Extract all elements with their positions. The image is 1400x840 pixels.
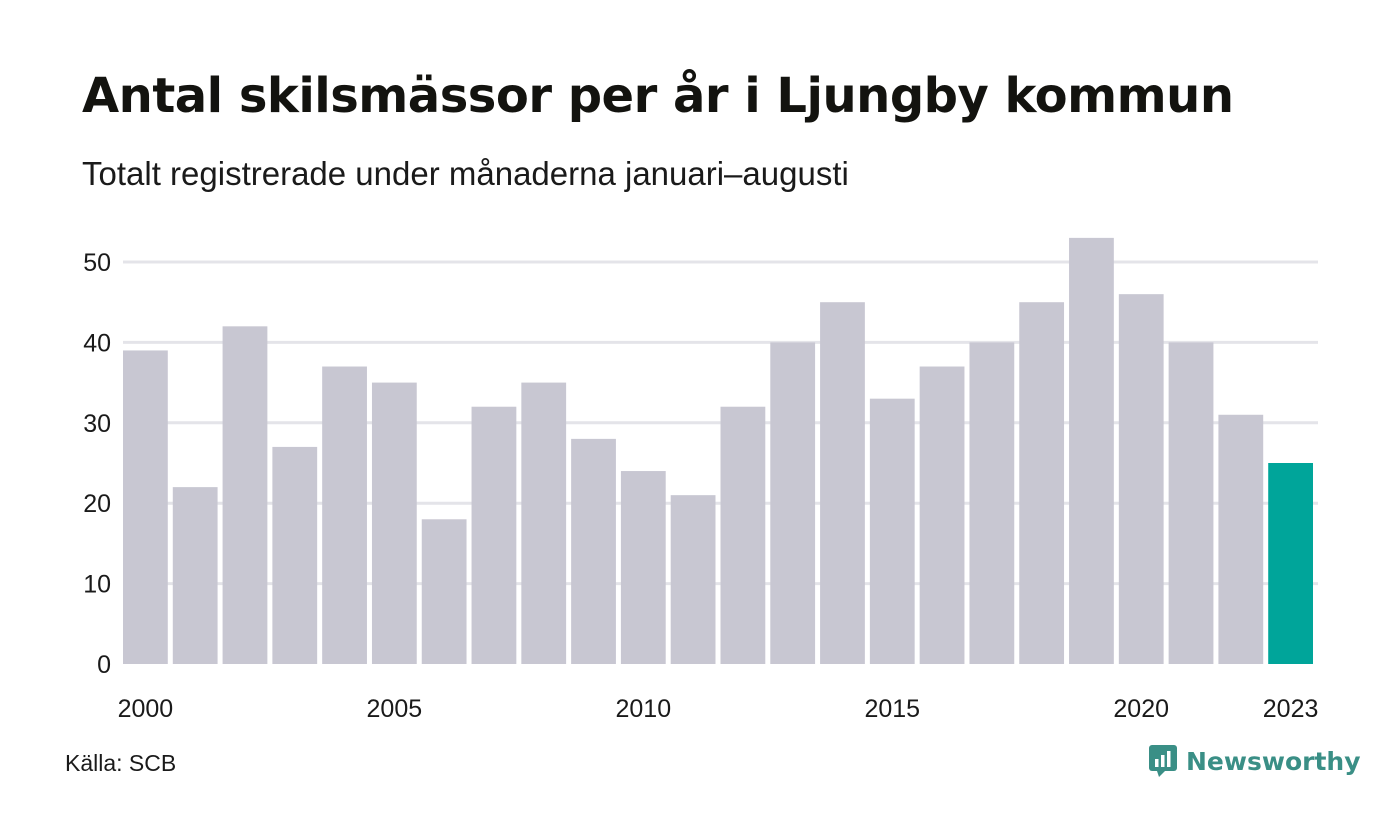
brand-name: Newsworthy bbox=[1186, 746, 1361, 776]
bar-chart: 0 10 20 30 40 50 2000 2005 2010 2015 2020 2023 bbox=[83, 237, 1319, 723]
bar-2010 bbox=[620, 471, 666, 664]
bar-2009 bbox=[571, 438, 616, 664]
newsworthy-logo-icon bbox=[1149, 745, 1177, 777]
bars bbox=[123, 237, 1313, 664]
x-tick-label: 2005 bbox=[367, 695, 423, 723]
x-tick-label: 2010 bbox=[615, 695, 671, 723]
bar-2020 bbox=[1118, 294, 1164, 664]
bar-2007 bbox=[471, 406, 517, 664]
bar-2014 bbox=[820, 302, 865, 664]
bar-2016 bbox=[919, 366, 965, 664]
bar-2017 bbox=[969, 342, 1015, 664]
chart-subtitle: Totalt registrerade under månaderna janu… bbox=[82, 155, 849, 192]
bar-2006 bbox=[421, 519, 467, 664]
bar-2012 bbox=[720, 406, 766, 664]
y-tick-label: 10 bbox=[83, 571, 111, 599]
bar-2000 bbox=[123, 350, 168, 664]
bar-2001 bbox=[172, 487, 218, 664]
x-tick-label: 2023 bbox=[1263, 695, 1319, 723]
bar-2013 bbox=[770, 342, 816, 664]
bar-2021 bbox=[1168, 342, 1214, 664]
y-axis-ticks: 0 10 20 30 40 50 bbox=[83, 249, 111, 679]
bar-2018 bbox=[1019, 302, 1065, 664]
bar-2011 bbox=[670, 495, 716, 664]
chart-title: Antal skilsmässor per år i Ljungby kommu… bbox=[82, 68, 1234, 124]
y-tick-label: 0 bbox=[97, 651, 111, 679]
y-tick-label: 40 bbox=[83, 329, 111, 357]
y-tick-label: 30 bbox=[83, 410, 111, 438]
x-tick-label: 2000 bbox=[118, 695, 174, 723]
bar-2008 bbox=[521, 382, 567, 664]
bar-2003 bbox=[272, 446, 318, 664]
source-label: Källa: SCB bbox=[65, 750, 177, 776]
bar-2005 bbox=[371, 382, 417, 664]
bar-2015 bbox=[869, 398, 915, 664]
bar-2004 bbox=[322, 366, 367, 664]
bar-2022 bbox=[1218, 414, 1264, 664]
x-tick-label: 2015 bbox=[864, 695, 920, 723]
newsworthy-logo: Newsworthy bbox=[1148, 744, 1361, 778]
x-tick-label: 2020 bbox=[1113, 695, 1169, 723]
x-axis-ticks: 2000 2005 2010 2015 2020 2023 bbox=[118, 695, 1319, 723]
y-tick-label: 20 bbox=[83, 490, 111, 518]
bar-2002 bbox=[222, 326, 268, 664]
y-tick-label: 50 bbox=[83, 249, 111, 277]
bar-2023 bbox=[1268, 463, 1313, 664]
bar-2019 bbox=[1069, 237, 1114, 664]
